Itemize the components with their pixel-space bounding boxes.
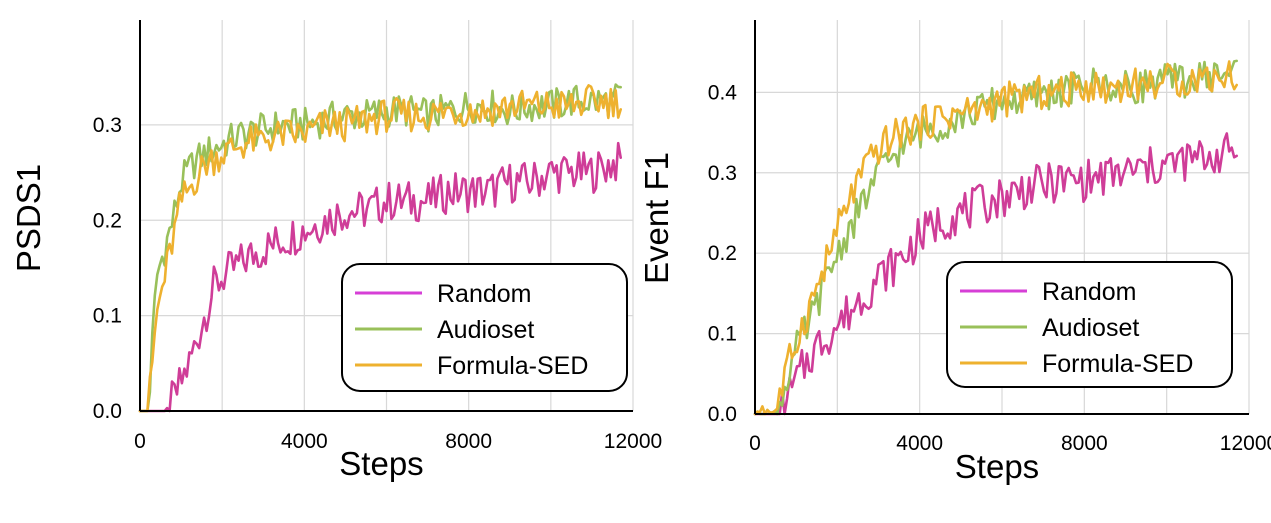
legend: Random Audioset Formula-SED [946, 261, 1233, 388]
y-tick-label: 0.3 [93, 114, 122, 137]
legend-label: Audioset [437, 316, 534, 344]
series-group [753, 59, 1238, 416]
x-tick-label: 8000 [1061, 432, 1108, 455]
y-tick-label: 0.1 [93, 305, 122, 328]
y-axis-title: Event F1 [638, 152, 675, 284]
legend-label: Formula-SED [1042, 350, 1193, 378]
y-tick-label: 0.2 [708, 242, 737, 265]
x-tick-label: 12000 [1220, 432, 1271, 455]
legend: Random Audioset Formula-SED [341, 263, 628, 392]
x-axis-title: Steps [339, 445, 423, 482]
legend-box [946, 261, 1233, 388]
y-tick-label: 0.0 [708, 403, 737, 426]
chart-panel-1: 0 4000 8000 12000 0.0 0.1 0.2 0.3 Steps PSDS1 Rand… [10, 20, 662, 482]
legend-label: Random [437, 280, 532, 308]
y-tick-label: 0.2 [93, 209, 122, 232]
x-tick-label: 12000 [604, 430, 662, 453]
y-axis-title: PSDS1 [10, 164, 47, 272]
legend-label: Audioset [1042, 314, 1139, 342]
y-tick-label: 0.4 [708, 81, 738, 104]
series-line-formula-sed [138, 84, 623, 413]
y-tick-label: 0.1 [708, 323, 737, 346]
series-group [138, 83, 623, 413]
series-line-random [138, 141, 623, 413]
legend-label: Random [1042, 278, 1137, 306]
y-tick-label: 0.3 [708, 162, 737, 185]
x-tick-label: 0 [749, 432, 761, 455]
y-tick-label: 0.0 [93, 400, 122, 423]
x-tick-label: 4000 [281, 430, 328, 453]
x-axis-title: Steps [955, 448, 1039, 485]
legend-box [341, 263, 628, 392]
legend-label: Formula-SED [437, 352, 588, 380]
x-tick-label: 0 [134, 430, 146, 453]
chart-panel-2: 0 4000 8000 12000 0.0 0.1 0.2 0.3 0.4 Steps Event … [638, 20, 1271, 485]
series-line-random [753, 132, 1238, 416]
x-tick-label: 4000 [896, 432, 943, 455]
x-tick-label: 8000 [445, 430, 492, 453]
series-line-formula-sed [753, 60, 1238, 416]
